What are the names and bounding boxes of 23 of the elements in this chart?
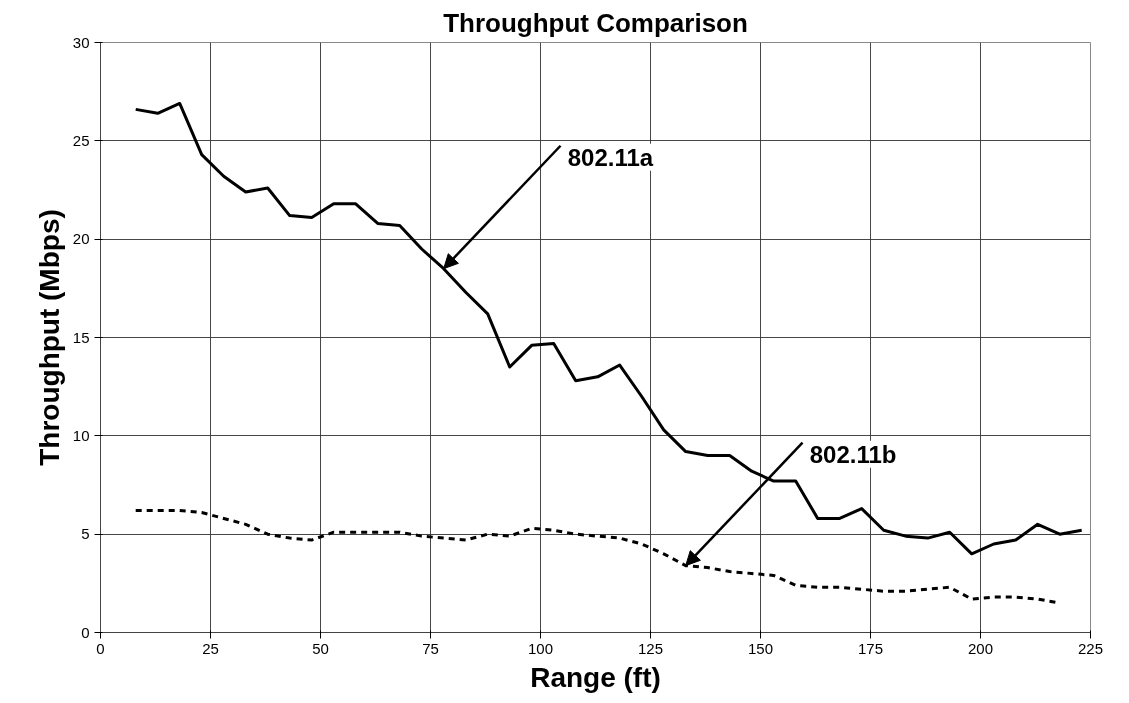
annotation: 802.11a	[567, 143, 654, 171]
x-tick-label: 125	[637, 639, 664, 657]
y-axis-title: Throughput (Mbps)	[33, 209, 65, 466]
y-tick-label: 25	[72, 131, 90, 149]
x-tick-label: 175	[857, 639, 884, 657]
y-tick-label: 15	[72, 328, 90, 346]
y-tick-label: 30	[72, 33, 90, 51]
x-tick-label: 100	[527, 639, 554, 657]
y-tick-label: 20	[72, 230, 90, 248]
x-tick-label: 75	[422, 639, 439, 657]
y-tick-label: 10	[72, 426, 90, 444]
annotation: 802.11b	[809, 440, 897, 468]
x-axis-title: Range (ft)	[530, 661, 661, 693]
y-tick-label: 5	[81, 525, 90, 543]
x-tick-label: 150	[747, 639, 774, 657]
chart-title: Throughput Comparison	[443, 7, 748, 38]
x-tick-label: 25	[202, 639, 219, 657]
x-tick-label: 200	[967, 639, 994, 657]
x-tick-label: 0	[96, 639, 105, 657]
y-tick-label: 0	[81, 623, 90, 641]
line-series	[134, 101, 1084, 556]
x-tick-label: 225	[1077, 639, 1104, 657]
x-tick-label: 50	[312, 639, 329, 657]
